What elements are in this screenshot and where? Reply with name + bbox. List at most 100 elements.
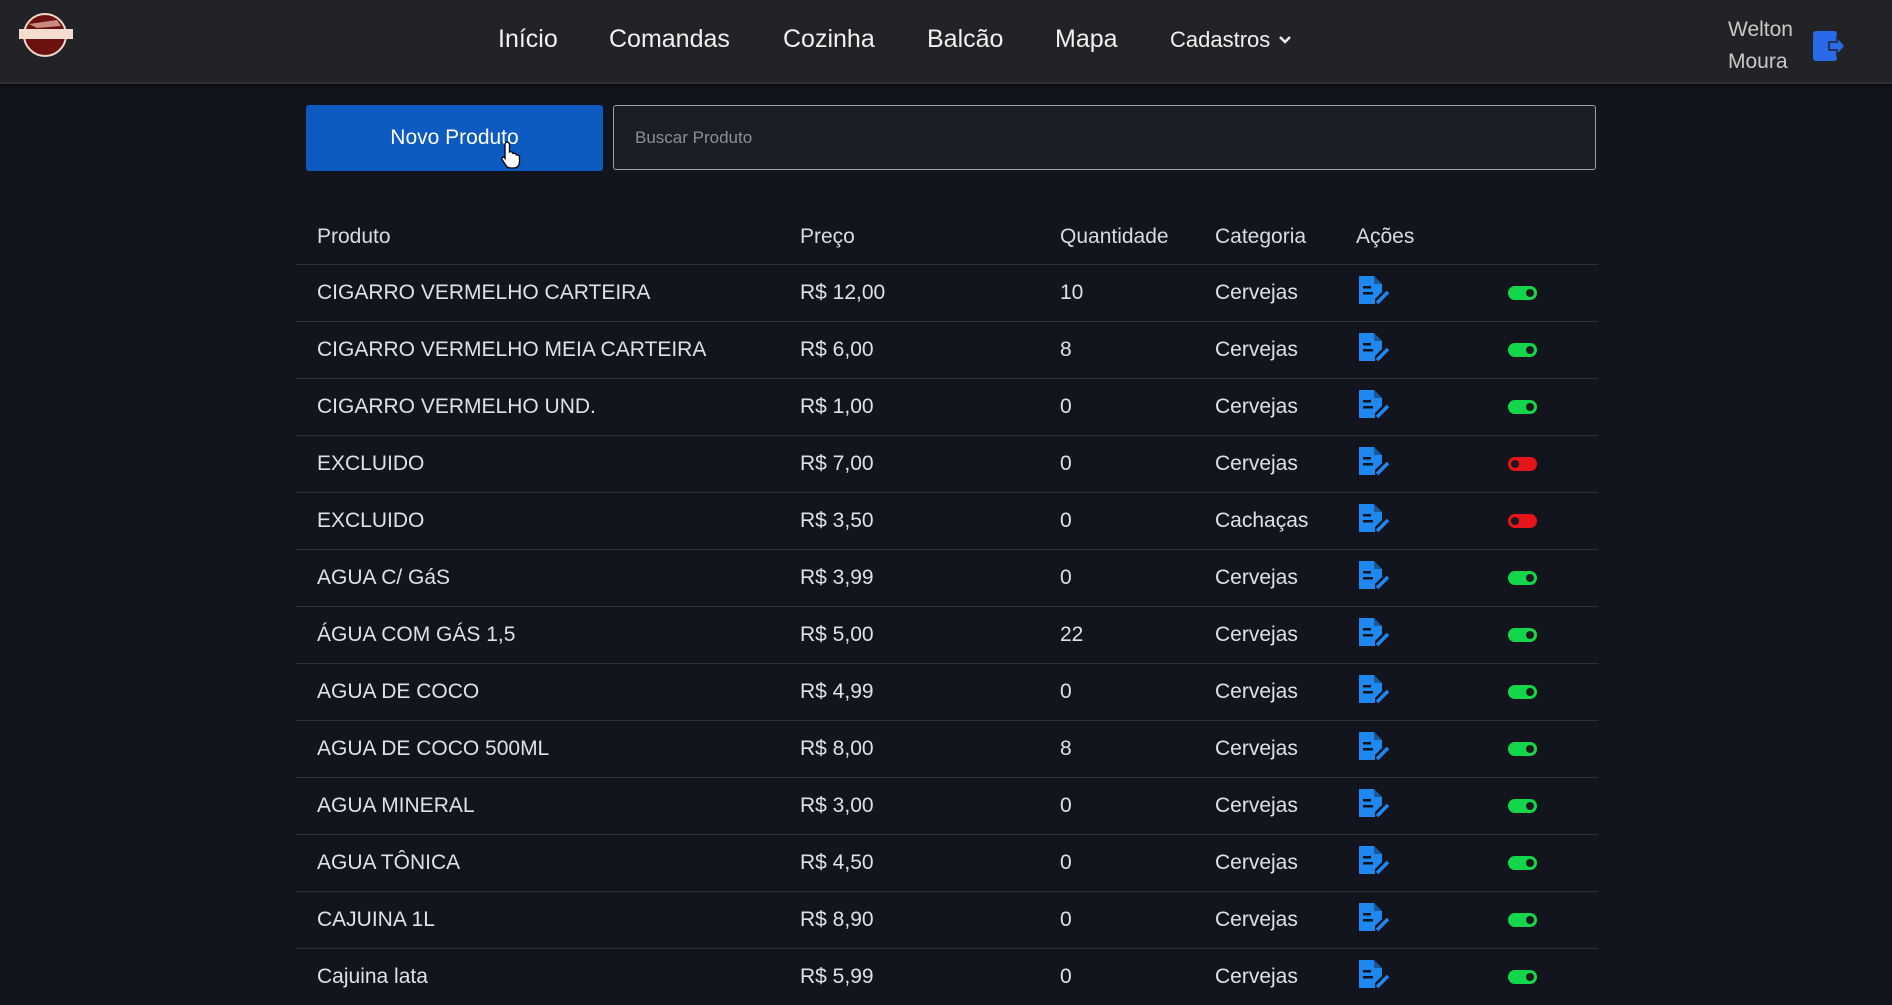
edit-icon[interactable] [1356,501,1390,535]
product-name: Cajuina lata [296,947,779,1005]
status-cell [1487,662,1598,720]
product-quantity: 0 [1039,548,1194,606]
edit-icon[interactable] [1356,273,1390,307]
status-cell [1487,377,1598,435]
active-toggle[interactable] [1508,627,1537,642]
edit-icon[interactable] [1356,957,1390,991]
product-price: R$ 4,50 [779,833,1039,891]
edit-cell [1335,548,1487,606]
edit-cell [1335,890,1487,948]
edit-icon[interactable] [1356,330,1390,364]
status-cell [1487,947,1598,1005]
nav-mapa[interactable]: Mapa [1055,25,1118,53]
user-first-name: Welton [1728,18,1793,41]
product-category: Cachaças [1194,491,1335,549]
active-toggle[interactable] [1508,513,1537,528]
logo[interactable] [17,12,75,58]
nav-balcao[interactable]: Balcão [927,25,1004,53]
table-row: Cajuina lata R$ 5,99 0 Cervejas [296,947,1598,1005]
table-row: AGUA DE COCO R$ 4,99 0 Cervejas [296,662,1598,720]
product-category: Cervejas [1194,605,1335,663]
active-toggle[interactable] [1508,342,1537,357]
edit-cell [1335,662,1487,720]
active-toggle[interactable] [1508,399,1537,414]
product-price: R$ 5,99 [779,947,1039,1005]
active-toggle[interactable] [1508,912,1537,927]
product-price: R$ 6,00 [779,320,1039,378]
table-row: CAJUINA 1L R$ 8,90 0 Cervejas [296,890,1598,948]
product-quantity: 0 [1039,434,1194,492]
product-price: R$ 3,00 [779,776,1039,834]
active-toggle[interactable] [1508,456,1537,471]
product-name: AGUA DE COCO [296,662,779,720]
product-quantity: 8 [1039,719,1194,777]
product-name: AGUA C/ GáS [296,548,779,606]
status-cell [1487,890,1598,948]
edit-icon[interactable] [1356,444,1390,478]
product-price: R$ 12,00 [779,263,1039,321]
table-row: ÁGUA COM GÁS 1,5 R$ 5,00 22 Cervejas [296,605,1598,663]
active-toggle[interactable] [1508,970,1537,985]
search-input[interactable] [613,105,1596,170]
product-category: Cervejas [1194,434,1335,492]
nav-inicio[interactable]: Início [498,25,558,53]
header-categoria: Categoria [1215,224,1307,248]
new-product-button[interactable]: Novo Produto [306,105,603,171]
product-price: R$ 8,90 [779,890,1039,948]
product-category: Cervejas [1194,263,1335,321]
status-cell [1487,434,1598,492]
edit-icon[interactable] [1356,729,1390,763]
edit-cell [1335,776,1487,834]
navbar: Início Comandas Cozinha Balcão Mapa Cada… [0,0,1892,84]
active-toggle[interactable] [1508,684,1537,699]
products-table: Produto Preço Quantidade Categoria Ações… [296,210,1598,1005]
edit-cell [1335,263,1487,321]
table-row: AGUA DE COCO 500ML R$ 8,00 8 Cervejas [296,719,1598,777]
active-toggle[interactable] [1508,285,1537,300]
edit-icon[interactable] [1356,843,1390,877]
logout-icon[interactable] [1811,29,1845,63]
active-toggle[interactable] [1508,741,1537,756]
table-row: AGUA TÔNICA R$ 4,50 0 Cervejas [296,833,1598,891]
product-quantity: 10 [1039,263,1194,321]
nav-comandas[interactable]: Comandas [609,25,730,53]
edit-cell [1335,377,1487,435]
active-toggle[interactable] [1508,798,1537,813]
product-price: R$ 3,99 [779,548,1039,606]
header-produto: Produto [317,224,391,248]
product-name: ÁGUA COM GÁS 1,5 [296,605,779,663]
nav-cadastros-dropdown[interactable]: Cadastros [1170,27,1292,53]
edit-icon[interactable] [1356,672,1390,706]
status-cell [1487,833,1598,891]
edit-icon[interactable] [1356,786,1390,820]
edit-cell [1335,434,1487,492]
product-name: EXCLUIDO [296,491,779,549]
product-price: R$ 8,00 [779,719,1039,777]
product-quantity: 0 [1039,776,1194,834]
status-cell [1487,491,1598,549]
edit-cell [1335,320,1487,378]
product-category: Cervejas [1194,890,1335,948]
product-quantity: 0 [1039,947,1194,1005]
table-row: AGUA MINERAL R$ 3,00 0 Cervejas [296,776,1598,834]
header-status [1487,210,1598,264]
status-cell [1487,719,1598,777]
status-cell [1487,776,1598,834]
product-name: CIGARRO VERMELHO UND. [296,377,779,435]
product-quantity: 22 [1039,605,1194,663]
product-quantity: 8 [1039,320,1194,378]
active-toggle[interactable] [1508,570,1537,585]
status-cell [1487,548,1598,606]
edit-icon[interactable] [1356,615,1390,649]
edit-icon[interactable] [1356,900,1390,934]
edit-icon[interactable] [1356,558,1390,592]
nav-cozinha[interactable]: Cozinha [783,25,875,53]
status-cell [1487,263,1598,321]
product-price: R$ 7,00 [779,434,1039,492]
cadastros-label: Cadastros [1170,27,1271,52]
product-price: R$ 1,00 [779,377,1039,435]
edit-cell [1335,719,1487,777]
product-name: CIGARRO VERMELHO MEIA CARTEIRA [296,320,779,378]
active-toggle[interactable] [1508,855,1537,870]
edit-icon[interactable] [1356,387,1390,421]
